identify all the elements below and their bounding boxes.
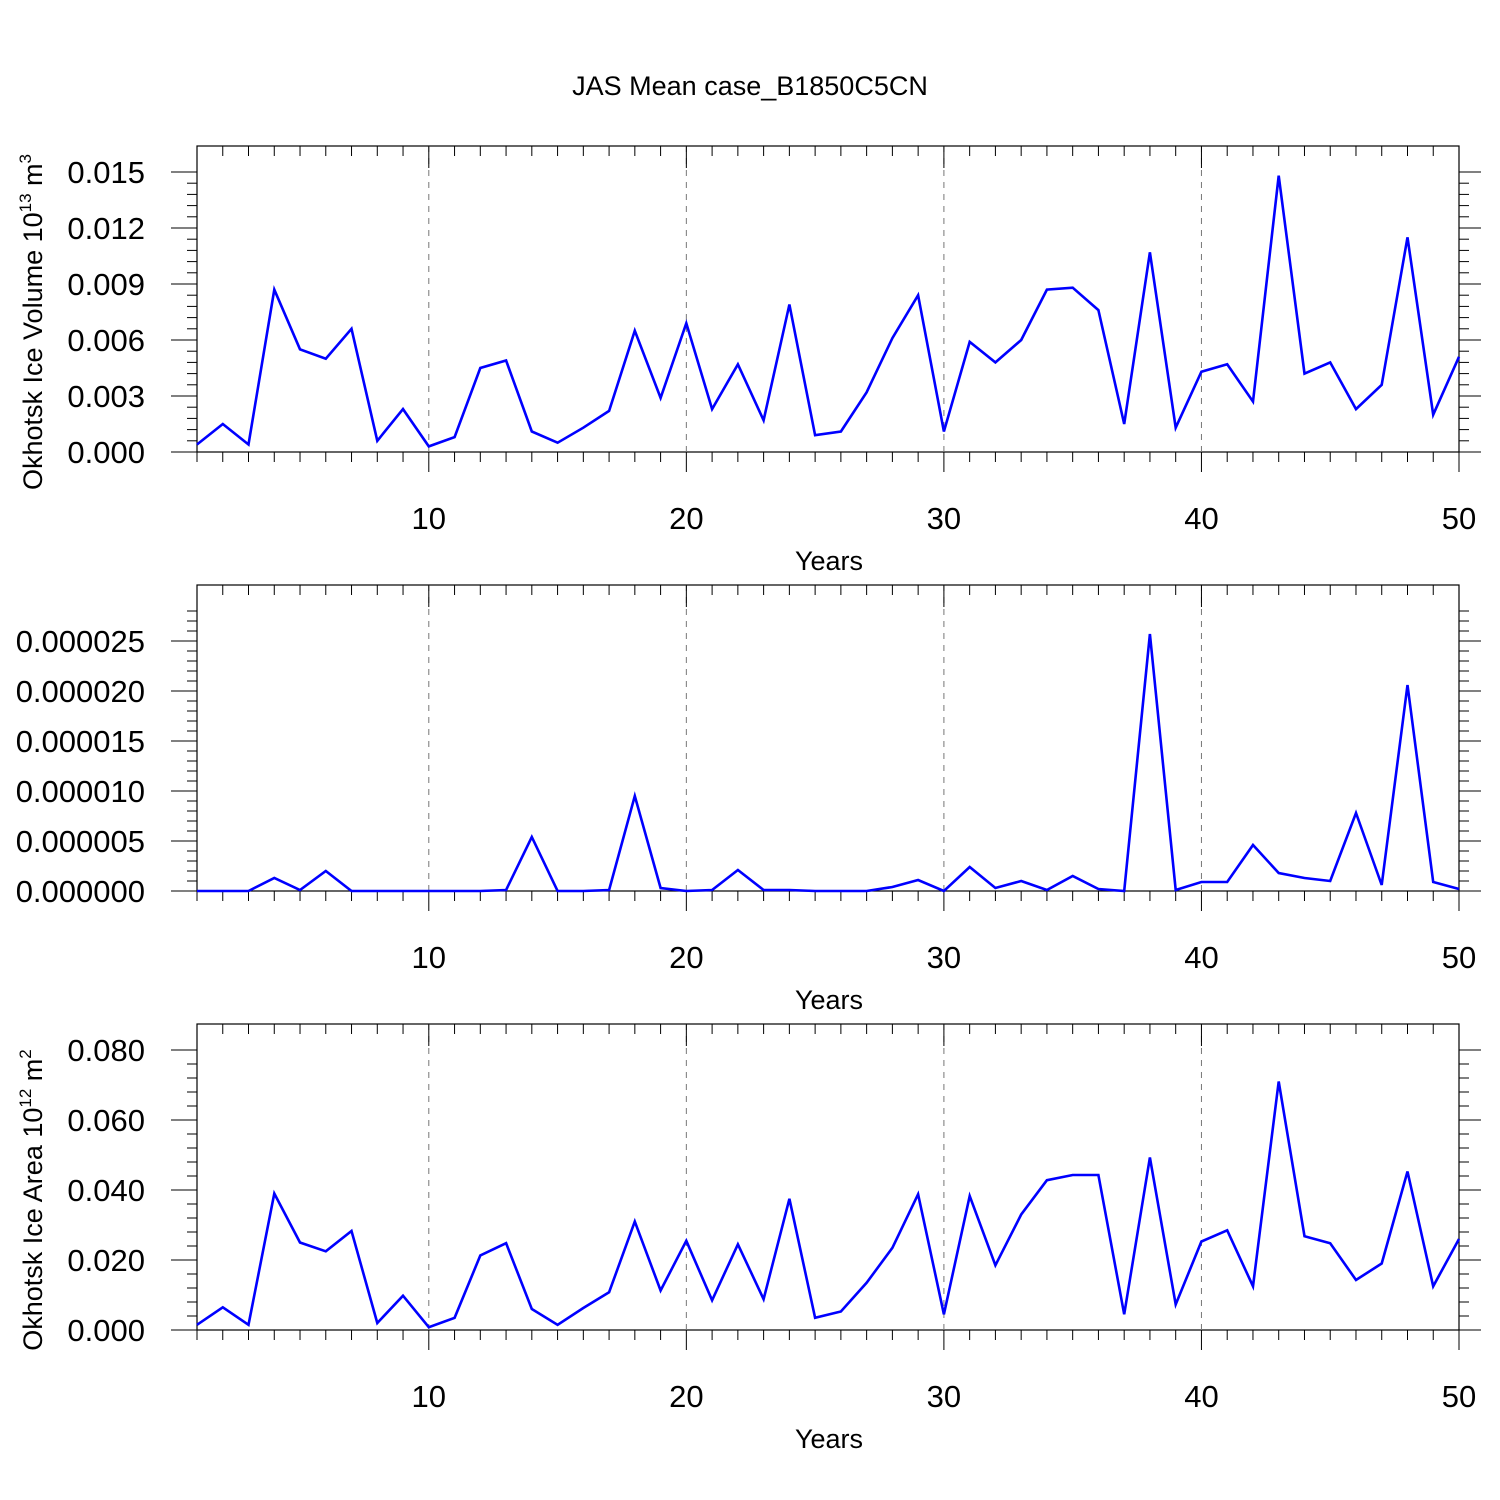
y-tick-label: 0.000000 bbox=[16, 874, 145, 909]
plot-frame bbox=[196, 1023, 1460, 1331]
x-tick-label: 50 bbox=[1442, 501, 1476, 536]
x-tick-label: 30 bbox=[927, 1379, 961, 1414]
figure-title: JAS Mean case_B1850C5CN bbox=[572, 71, 928, 101]
plot-frame bbox=[196, 145, 1460, 453]
y-tick-label: 0.000015 bbox=[16, 724, 145, 759]
y-tick-label: 0.000005 bbox=[16, 824, 145, 859]
series-line bbox=[196, 175, 1461, 448]
y-tick-label: 0.000 bbox=[67, 435, 145, 470]
plot-frame bbox=[196, 584, 1460, 892]
y-tick-label: 0.040 bbox=[67, 1173, 145, 1208]
x-tick-label: 10 bbox=[412, 501, 446, 536]
y-tick-label: 0.015 bbox=[67, 155, 145, 190]
x-tick-label: 10 bbox=[412, 940, 446, 975]
y-tick-label: 0.000 bbox=[67, 1313, 145, 1348]
x-tick-label: 40 bbox=[1184, 501, 1218, 536]
y-tick-label: 0.000020 bbox=[16, 674, 145, 709]
x-tick-label: 20 bbox=[669, 1379, 703, 1414]
y-tick-label: 0.080 bbox=[67, 1033, 145, 1068]
x-axis-label: Years bbox=[795, 546, 863, 576]
ice-area-panel: 10 20 30 40 50 Years 0.000 0.020 0.040 0.060 0.080… bbox=[16, 1023, 1481, 1454]
ice-thickness-panel: 10 20 30 40 50 Years 0.000000 0.000005 0.000010 0… bbox=[16, 584, 1481, 1015]
x-tick-label: 30 bbox=[927, 940, 961, 975]
y-tick-label: 0.000025 bbox=[16, 624, 145, 659]
y-tick-label: 0.006 bbox=[67, 323, 145, 358]
x-tick-label: 50 bbox=[1442, 940, 1476, 975]
y-tick-label: 0.009 bbox=[67, 267, 145, 302]
y-axis-label: Okhotsk Ice Area 1012 m2 bbox=[16, 1049, 48, 1351]
y-tick-label: 0.012 bbox=[67, 211, 145, 246]
y-tick-label: 0.000010 bbox=[16, 774, 145, 809]
x-tick-label: 20 bbox=[669, 940, 703, 975]
x-tick-label: 40 bbox=[1184, 940, 1218, 975]
x-axis-label: Years bbox=[795, 985, 863, 1015]
series-line bbox=[197, 633, 1460, 893]
x-tick-label: 50 bbox=[1442, 1379, 1476, 1414]
x-tick-label: 20 bbox=[669, 501, 703, 536]
y-axis-label: Okhotsk Ice Volume 1013 m3 bbox=[16, 154, 48, 490]
x-tick-label: 10 bbox=[412, 1379, 446, 1414]
y-tick-label: 0.060 bbox=[67, 1103, 145, 1138]
series-line bbox=[196, 1081, 1461, 1329]
x-tick-label: 40 bbox=[1184, 1379, 1218, 1414]
x-axis-label: Years bbox=[795, 1424, 863, 1454]
ice-volume-panel: 10 20 30 40 50 Years 0.000 0.003 0.006 0.009 0.012… bbox=[16, 145, 1481, 576]
x-tick-label: 30 bbox=[927, 501, 961, 536]
y-tick-label: 0.020 bbox=[67, 1243, 145, 1278]
y-tick-label: 0.003 bbox=[67, 379, 145, 414]
